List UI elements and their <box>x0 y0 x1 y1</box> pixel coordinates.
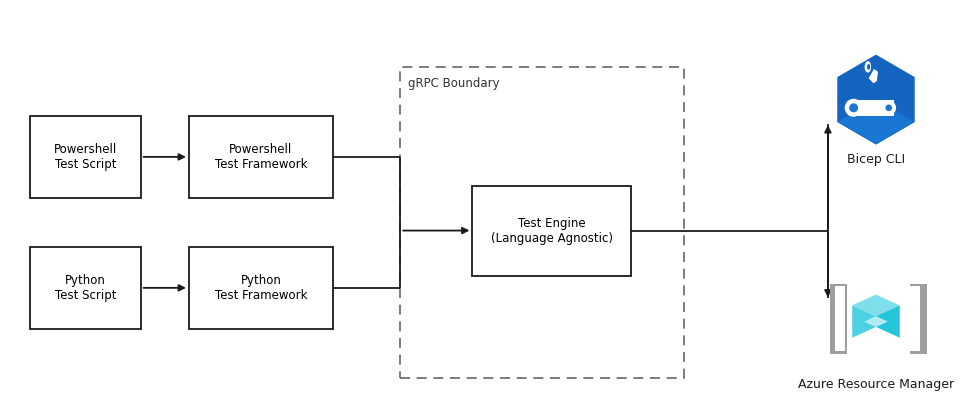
Text: gRPC Boundary: gRPC Boundary <box>408 77 500 90</box>
Ellipse shape <box>867 64 871 70</box>
FancyBboxPatch shape <box>910 286 920 351</box>
FancyBboxPatch shape <box>830 283 846 353</box>
Text: Powershell
Test Framework: Powershell Test Framework <box>214 143 307 171</box>
Text: Python
Test Framework: Python Test Framework <box>214 274 307 302</box>
Bar <box>848 100 893 116</box>
FancyBboxPatch shape <box>835 286 844 351</box>
Polygon shape <box>852 295 900 316</box>
Text: Bicep CLI: Bicep CLI <box>847 153 905 166</box>
Bar <box>472 185 631 276</box>
Bar <box>400 67 684 378</box>
Text: Powershell
Test Script: Powershell Test Script <box>54 143 117 171</box>
Polygon shape <box>876 305 900 338</box>
Polygon shape <box>869 69 878 83</box>
Ellipse shape <box>881 101 896 115</box>
Ellipse shape <box>865 61 871 73</box>
Text: Python
Test Script: Python Test Script <box>55 274 116 302</box>
Ellipse shape <box>885 105 892 111</box>
Polygon shape <box>864 316 888 327</box>
Bar <box>189 116 333 198</box>
Polygon shape <box>838 100 914 144</box>
Text: Azure Resource Manager: Azure Resource Manager <box>798 378 955 391</box>
Text: Test Engine
(Language Agnostic): Test Engine (Language Agnostic) <box>491 217 613 245</box>
Ellipse shape <box>849 103 858 112</box>
Bar <box>30 247 141 329</box>
Ellipse shape <box>844 99 863 117</box>
Polygon shape <box>852 305 876 338</box>
FancyBboxPatch shape <box>910 283 927 353</box>
Bar <box>30 116 141 198</box>
Bar <box>189 247 333 329</box>
Polygon shape <box>838 54 915 145</box>
